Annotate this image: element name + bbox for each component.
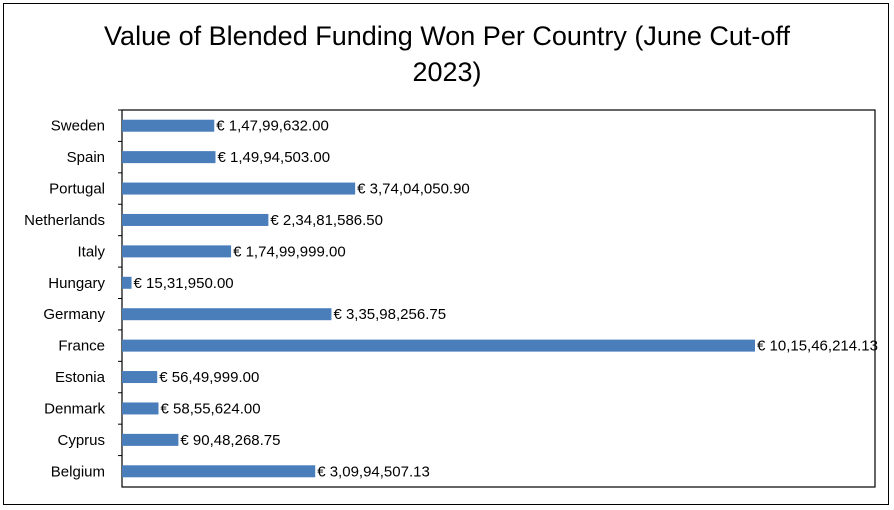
data-label: € 3,09,94,507.13: [317, 463, 430, 480]
data-label: € 3,35,98,256.75: [333, 306, 446, 323]
category-label: Italy: [77, 243, 105, 260]
bar-hungary: [122, 276, 132, 289]
bar-germany: [122, 308, 332, 321]
data-label: € 2,34,81,586.50: [270, 212, 383, 229]
bar-portugal: [122, 182, 356, 195]
category-label: Portugal: [49, 181, 105, 198]
category-label: Belgium: [51, 463, 105, 480]
data-label: € 1,49,94,503.00: [217, 149, 330, 166]
bar-france: [122, 339, 755, 352]
plot-area: [121, 109, 876, 488]
category-label: Netherlands: [24, 212, 105, 229]
bar-denmark: [122, 402, 159, 415]
category-label: Estonia: [55, 369, 106, 386]
bar-italy: [122, 245, 232, 258]
data-label: € 3,74,04,050.90: [357, 181, 470, 198]
category-label: Hungary: [48, 275, 105, 292]
bar-cyprus: [122, 433, 179, 446]
data-label: € 10,15,46,214.13: [757, 338, 878, 355]
category-label: France: [58, 338, 105, 355]
data-label: € 1,74,99,999.00: [233, 243, 346, 260]
bar-spain: [122, 151, 216, 164]
data-label: € 90,48,268.75: [180, 432, 280, 449]
chart-title: Value of Blended Funding Won Per Country…: [104, 21, 790, 87]
bar-estonia: [122, 371, 158, 384]
data-label: € 1,47,99,632.00: [216, 118, 329, 135]
data-label: € 58,55,624.00: [161, 400, 261, 417]
category-label: Sweden: [51, 118, 105, 135]
data-label: € 15,31,950.00: [134, 275, 234, 292]
category-label: Cyprus: [57, 432, 105, 449]
bar-netherlands: [122, 213, 269, 226]
bar-sweden: [122, 119, 215, 132]
category-label: Germany: [43, 306, 105, 323]
category-label: Spain: [67, 149, 105, 166]
category-label: Denmark: [44, 400, 105, 417]
data-label: € 56,49,999.00: [159, 369, 259, 386]
bar-belgium: [122, 465, 316, 478]
